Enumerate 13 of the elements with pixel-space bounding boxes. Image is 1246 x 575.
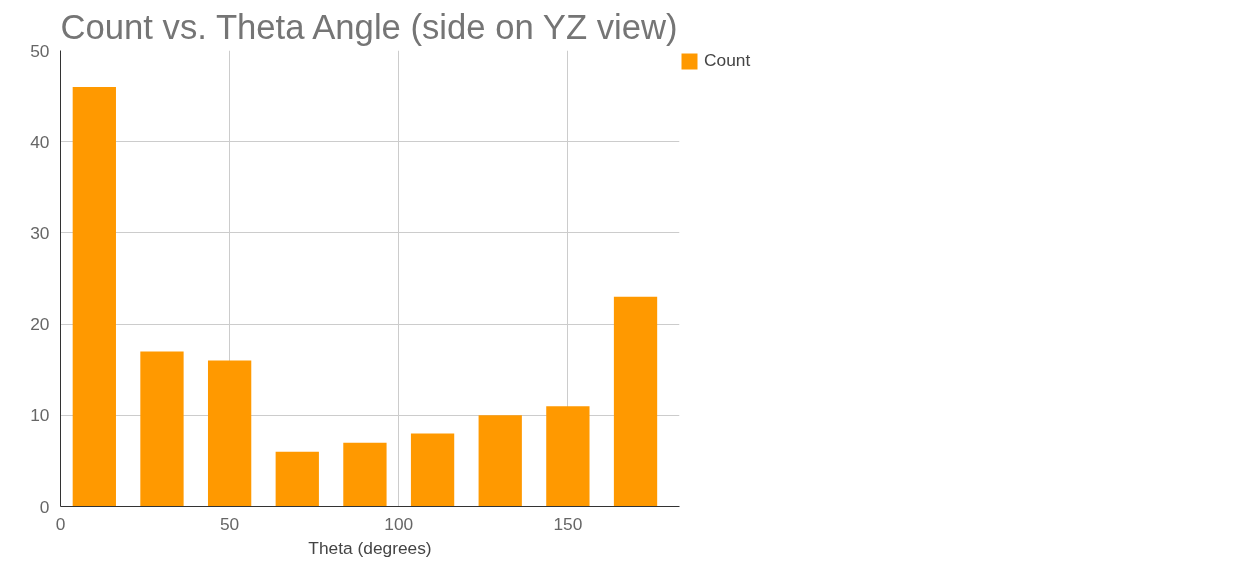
x-tick-label: 50	[219, 513, 240, 534]
x-tick-label: 100	[384, 513, 414, 534]
x-axis-title: Theta (degrees)	[308, 537, 432, 558]
y-tick-label: 30	[30, 222, 50, 243]
y-tick-label: 50	[30, 40, 50, 61]
chart-title: Count vs. Theta Angle (side on YZ view)	[60, 7, 678, 46]
y-tick-label: 40	[30, 131, 50, 152]
y-tick-label: 20	[30, 314, 50, 335]
x-tick-label: 150	[553, 513, 583, 534]
y-tick-label: 10	[30, 405, 50, 426]
legend-label: Count	[704, 50, 751, 71]
x-tick-label: 0	[55, 513, 66, 534]
y-tick-label: 0	[39, 496, 50, 517]
